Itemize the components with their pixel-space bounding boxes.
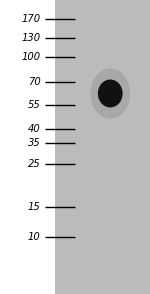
Text: 55: 55: [28, 100, 40, 110]
Ellipse shape: [98, 79, 123, 108]
Text: 100: 100: [21, 52, 40, 62]
Text: 170: 170: [21, 14, 40, 24]
Text: 10: 10: [28, 232, 40, 242]
Text: 130: 130: [21, 33, 40, 43]
Text: 25: 25: [28, 159, 40, 169]
Text: 35: 35: [28, 138, 40, 148]
Bar: [55, 0, 150, 294]
Bar: [0, 0, 55, 294]
Text: 70: 70: [28, 77, 40, 87]
Ellipse shape: [90, 69, 130, 118]
Text: 15: 15: [28, 202, 40, 212]
Text: 40: 40: [28, 124, 40, 134]
